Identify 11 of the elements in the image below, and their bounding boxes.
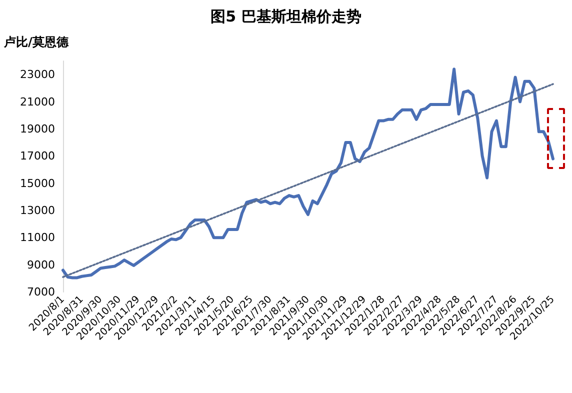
y-tick-label: 7000: [27, 286, 55, 298]
y-tick-label: 23000: [20, 68, 55, 82]
y-tick-label: 13000: [20, 204, 55, 217]
y-tick-label: 11000: [20, 231, 55, 244]
y-tick-label: 21000: [20, 95, 55, 108]
y-tick-label: 19000: [20, 122, 55, 136]
chart-title: 图5 巴基斯坦棉价走势: [210, 8, 362, 26]
y-tick-label: 9000: [27, 258, 55, 272]
y-axis-title: 卢比/莫恩德: [3, 35, 70, 49]
y-tick-label: 15000: [20, 176, 55, 190]
y-tick-label: 17000: [20, 150, 55, 163]
